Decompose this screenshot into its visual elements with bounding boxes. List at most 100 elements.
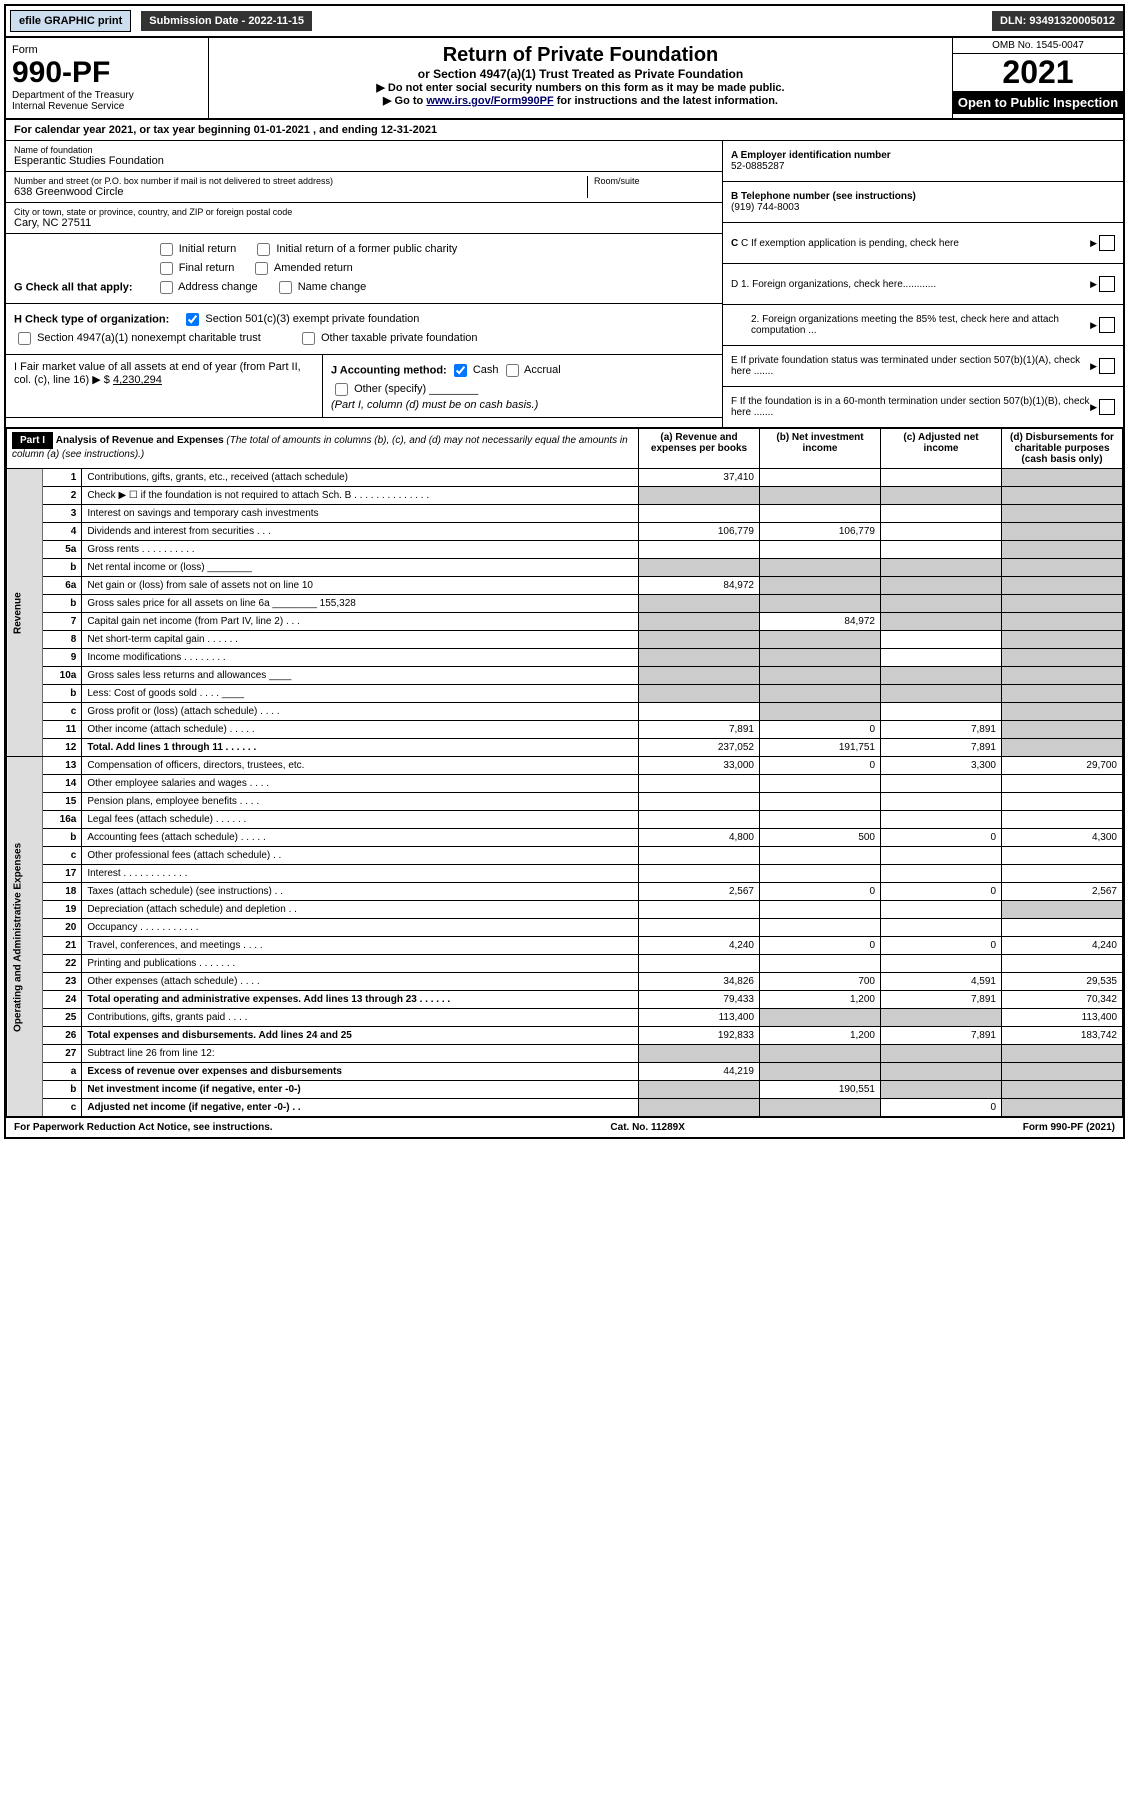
cell-c: 0	[881, 1099, 1002, 1117]
d1-checkbox[interactable]	[1099, 276, 1115, 292]
cell-b	[760, 1099, 881, 1117]
cell-c: 7,891	[881, 739, 1002, 757]
row-desc: Interest . . . . . . . . . . . .	[82, 865, 639, 883]
table-row: 16aLegal fees (attach schedule) . . . . …	[7, 811, 1123, 829]
cell-a	[639, 541, 760, 559]
address-value: 638 Greenwood Circle	[14, 186, 587, 198]
form-header: Form 990-PF Department of the Treasury I…	[6, 38, 1123, 120]
cell-d	[1002, 613, 1123, 631]
cell-a	[639, 865, 760, 883]
row-number: 10a	[43, 667, 82, 685]
cell-a	[639, 505, 760, 523]
cell-b	[760, 1045, 881, 1063]
page-footer: For Paperwork Reduction Act Notice, see …	[6, 1117, 1123, 1137]
g-opt-amended[interactable]: Amended return	[251, 262, 352, 274]
cell-b: 1,200	[760, 1027, 881, 1045]
cell-c: 0	[881, 829, 1002, 847]
row-desc: Interest on savings and temporary cash i…	[82, 505, 639, 523]
e-label: E If private foundation status was termi…	[731, 355, 1080, 377]
cell-d: 29,700	[1002, 757, 1123, 775]
cell-a: 113,400	[639, 1009, 760, 1027]
cell-c	[881, 667, 1002, 685]
cell-c	[881, 1045, 1002, 1063]
cell-a	[639, 703, 760, 721]
cell-c: 0	[881, 883, 1002, 901]
row-desc: Net gain or (loss) from sale of assets n…	[82, 577, 639, 595]
row-number: 18	[43, 883, 82, 901]
cell-b	[760, 505, 881, 523]
table-row: 3Interest on savings and temporary cash …	[7, 505, 1123, 523]
j-other[interactable]: Other (specify)	[331, 383, 426, 395]
instructions-link[interactable]: www.irs.gov/Form990PF	[426, 95, 553, 107]
cell-d	[1002, 631, 1123, 649]
row-desc: Gross sales less returns and allowances …	[82, 667, 639, 685]
j-cash[interactable]: Cash	[450, 364, 499, 376]
e-checkbox[interactable]	[1099, 358, 1115, 374]
g-opt-initial[interactable]: Initial return	[156, 243, 237, 255]
row-desc: Check ▶ ☐ if the foundation is not requi…	[82, 487, 639, 505]
form-label: Form	[12, 44, 202, 56]
d2-checkbox[interactable]	[1099, 317, 1115, 333]
cell-b	[760, 559, 881, 577]
cell-d	[1002, 685, 1123, 703]
ein-value: 52-0885287	[731, 161, 784, 172]
row-number: 5a	[43, 541, 82, 559]
g-opt-name[interactable]: Name change	[275, 281, 367, 293]
row-desc: Compensation of officers, directors, tru…	[82, 757, 639, 775]
cell-c	[881, 703, 1002, 721]
efile-button[interactable]: efile GRAPHIC print	[10, 10, 131, 32]
cell-a: 84,972	[639, 577, 760, 595]
f-label: F If the foundation is in a 60-month ter…	[731, 396, 1090, 418]
h-opt-501c3[interactable]: Section 501(c)(3) exempt private foundat…	[182, 313, 419, 325]
table-row: bGross sales price for all assets on lin…	[7, 595, 1123, 613]
cell-a	[639, 667, 760, 685]
cell-d	[1002, 865, 1123, 883]
cell-c	[881, 793, 1002, 811]
g-opt-address[interactable]: Address change	[156, 281, 258, 293]
cell-d	[1002, 487, 1123, 505]
name-label: Name of foundation	[14, 145, 714, 155]
part1-table: Part I Analysis of Revenue and Expenses …	[6, 428, 1123, 1117]
cell-b: 0	[760, 883, 881, 901]
cell-b: 0	[760, 721, 881, 739]
h-opt-4947[interactable]: Section 4947(a)(1) nonexempt charitable …	[14, 332, 261, 344]
cell-c	[881, 1063, 1002, 1081]
j-accrual[interactable]: Accrual	[502, 364, 561, 376]
g-opt-initial-public[interactable]: Initial return of a former public charit…	[253, 243, 457, 255]
cell-b	[760, 667, 881, 685]
cell-b: 1,200	[760, 991, 881, 1009]
cell-a: 4,800	[639, 829, 760, 847]
cell-b	[760, 811, 881, 829]
g-opt-final[interactable]: Final return	[156, 262, 235, 274]
row-desc: Taxes (attach schedule) (see instruction…	[82, 883, 639, 901]
c-checkbox[interactable]	[1099, 235, 1115, 251]
f-checkbox[interactable]	[1099, 399, 1115, 415]
b-label: B Telephone number (see instructions)	[731, 191, 916, 202]
row-number: 9	[43, 649, 82, 667]
cell-c	[881, 541, 1002, 559]
form-subtitle: or Section 4947(a)(1) Trust Treated as P…	[215, 67, 946, 81]
cell-d: 183,742	[1002, 1027, 1123, 1045]
cell-d	[1002, 703, 1123, 721]
row-number: 24	[43, 991, 82, 1009]
cell-c: 7,891	[881, 721, 1002, 739]
row-desc: Gross profit or (loss) (attach schedule)…	[82, 703, 639, 721]
cell-c	[881, 919, 1002, 937]
row-desc: Income modifications . . . . . . . .	[82, 649, 639, 667]
table-row: 24Total operating and administrative exp…	[7, 991, 1123, 1009]
cell-c	[881, 469, 1002, 487]
row-desc: Other income (attach schedule) . . . . .	[82, 721, 639, 739]
table-row: 4Dividends and interest from securities …	[7, 523, 1123, 541]
table-row: Revenue1Contributions, gifts, grants, et…	[7, 469, 1123, 487]
cell-b: 191,751	[760, 739, 881, 757]
row-number: 11	[43, 721, 82, 739]
row-desc: Printing and publications . . . . . . .	[82, 955, 639, 973]
open-to-public: Open to Public Inspection	[953, 91, 1123, 114]
form-page: efile GRAPHIC print Submission Date - 20…	[4, 4, 1125, 1139]
row-number: 2	[43, 487, 82, 505]
table-row: bAccounting fees (attach schedule) . . .…	[7, 829, 1123, 847]
omb-number: OMB No. 1545-0047	[953, 38, 1123, 54]
h-opt-other[interactable]: Other taxable private foundation	[298, 332, 478, 344]
cell-d	[1002, 577, 1123, 595]
cell-b	[760, 793, 881, 811]
